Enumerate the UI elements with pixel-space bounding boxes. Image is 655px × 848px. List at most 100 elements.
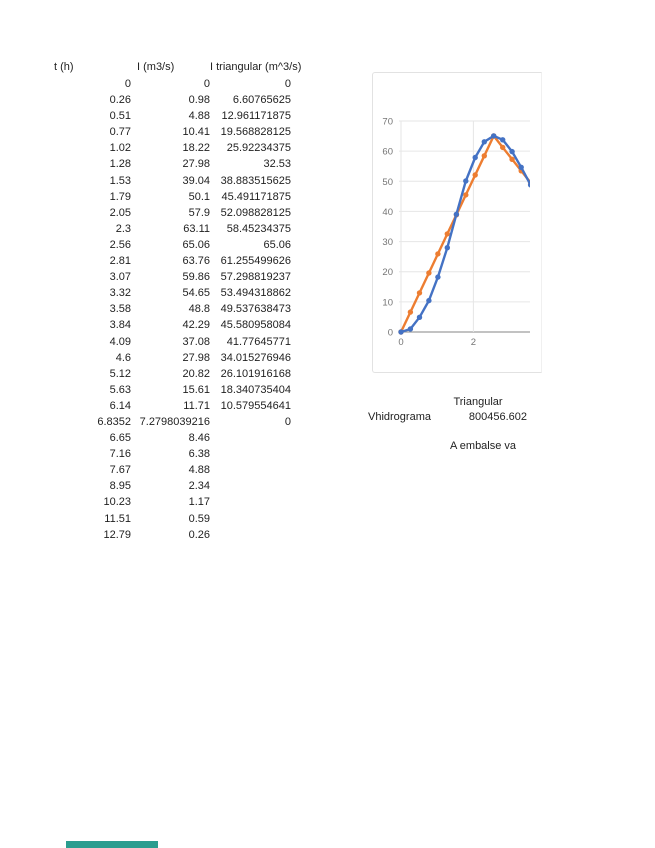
cell-t: 0.26 [109, 94, 131, 107]
sheet-tab-bar [66, 841, 158, 848]
table-row: 0 0 0 [0, 76, 330, 92]
header-cell-i: I (m3/s) [137, 61, 175, 73]
cell-i: 7.2798039216 [139, 415, 210, 428]
table-row: 2.56 65.06 65.06 [0, 237, 330, 253]
svg-text:2: 2 [471, 337, 476, 348]
cell-itriangular: 12.961171875 [221, 110, 291, 123]
cell-itriangular [200, 446, 291, 462]
cell-t: 12.79 [103, 528, 131, 541]
cell-t: 7.16 [109, 448, 131, 461]
table-row: 0.26 0.98 6.60765625 [0, 92, 330, 108]
cell-itriangular [200, 462, 291, 478]
cell-i: 0.26 [188, 528, 210, 541]
chart-caption-triangular: Triangular [453, 396, 503, 408]
cell-t: 2.05 [109, 206, 131, 219]
cell-t: 6.8352 [97, 415, 131, 428]
cell-t: 2.56 [109, 238, 131, 251]
cell-itriangular: 0 [284, 415, 291, 428]
cell-itriangular: 32.53 [263, 158, 291, 171]
cell-i: 63.11 [183, 222, 210, 235]
cell-itriangular [200, 527, 291, 543]
cell-i: 15.61 [182, 383, 210, 396]
cell-i: 1.17 [188, 496, 210, 509]
cell-itriangular: 52.098828125 [220, 206, 291, 219]
table-row: 3.58 48.8 49.537638473 [0, 301, 330, 317]
table-row: 6.65 8.46 [0, 430, 330, 446]
cell-t: 1.28 [109, 158, 131, 171]
chart-container: 0 10 20 30 40 50 60 70 0 2 [372, 72, 542, 373]
vhidrograma-label: Vhidrograma [368, 411, 431, 423]
table-row: 12.79 0.26 [0, 527, 330, 543]
cell-itriangular: 34.015276946 [220, 351, 291, 364]
cell-i: 0.98 [188, 94, 210, 107]
table-row: 2.81 63.76 61.255499626 [0, 253, 330, 269]
cell-t: 10.23 [103, 496, 131, 509]
svg-text:0: 0 [388, 328, 393, 339]
table-row: 1.53 39.04 38.883515625 [0, 173, 330, 189]
cell-t: 4.09 [109, 335, 131, 348]
cell-i: 20.82 [182, 367, 210, 380]
table-row: 11.51 0.59 [0, 511, 330, 527]
cell-itriangular [200, 478, 291, 494]
cell-itriangular [200, 511, 291, 527]
cell-t: 3.07 [109, 271, 131, 284]
cell-t: 5.12 [109, 367, 131, 380]
table-row: 0.77 10.41 19.568828125 [0, 124, 330, 140]
cell-t: 6.65 [109, 432, 131, 445]
hydrograph-chart: 0 10 20 30 40 50 60 70 0 2 [382, 117, 530, 348]
cell-itriangular: 38.883515625 [220, 174, 291, 187]
cell-i: 63.76 [182, 255, 210, 268]
svg-text:40: 40 [382, 207, 393, 218]
cell-t: 2.81 [109, 255, 131, 268]
table-row: 3.07 59.86 57.298819237 [0, 269, 330, 285]
cell-t: 0 [124, 78, 131, 90]
table-row: 4.09 37.08 41.77645771 [0, 334, 330, 350]
embalse-caption: A embalse va [450, 440, 517, 452]
cell-itriangular: 6.60765625 [232, 94, 291, 107]
cell-t: 3.58 [109, 303, 131, 316]
table-row: 7.67 4.88 [0, 462, 330, 478]
table-body: 0 0 0 0.26 0.98 6.60765625 0.51 4.88 12.96117187… [0, 76, 330, 543]
cell-itriangular: 57.298819237 [220, 271, 291, 284]
table-row: 7.16 6.38 [0, 446, 330, 462]
cell-i: 0.59 [188, 512, 210, 525]
table-row: 1.79 50.1 45.491171875 [0, 189, 330, 205]
cell-t: 11.51 [104, 512, 131, 525]
cell-itriangular: 41.77645771 [226, 335, 291, 348]
svg-text:50: 50 [382, 177, 393, 188]
cell-i: 50.1 [188, 190, 210, 203]
cell-t: 2.3 [115, 222, 131, 235]
cell-i: 54.65 [182, 287, 210, 300]
table-row: 2.05 57.9 52.098828125 [0, 205, 330, 221]
cell-itriangular: 25.92234375 [226, 142, 291, 155]
svg-text:10: 10 [382, 297, 393, 308]
table-row: 2.3 63.11 58.45234375 [0, 221, 330, 237]
cell-itriangular: 65.06 [263, 238, 291, 251]
cell-t: 0.51 [109, 110, 131, 123]
cell-itriangular: 26.101916168 [220, 367, 291, 380]
cell-t: 5.63 [109, 383, 131, 396]
cell-itriangular [200, 430, 291, 446]
cell-i: 18.22 [182, 142, 210, 155]
cell-itriangular: 53.494318862 [220, 287, 291, 300]
svg-text:20: 20 [382, 267, 393, 278]
cell-i: 4.88 [188, 464, 210, 477]
cell-i: 8.46 [188, 432, 210, 445]
table-row: 3.84 42.29 45.580958084 [0, 317, 330, 333]
cell-i: 2.34 [188, 480, 210, 493]
cell-t: 7.67 [109, 464, 131, 477]
cell-i: 27.98 [182, 351, 210, 364]
table-row: 5.12 20.82 26.101916168 [0, 366, 330, 382]
cell-i: 59.86 [182, 271, 210, 284]
cell-t: 4.6 [115, 351, 131, 364]
cell-i: 0 [203, 78, 210, 90]
cell-i: 10.41 [182, 126, 210, 139]
cell-i: 42.29 [182, 319, 210, 332]
cell-i: 39.04 [182, 174, 210, 187]
cell-t: 0.77 [109, 126, 131, 139]
cell-itriangular: 45.580958084 [220, 319, 291, 332]
svg-text:30: 30 [382, 237, 393, 248]
cell-i: 57.9 [188, 206, 210, 219]
vhidrograma-value: 800456.602 [468, 411, 527, 423]
